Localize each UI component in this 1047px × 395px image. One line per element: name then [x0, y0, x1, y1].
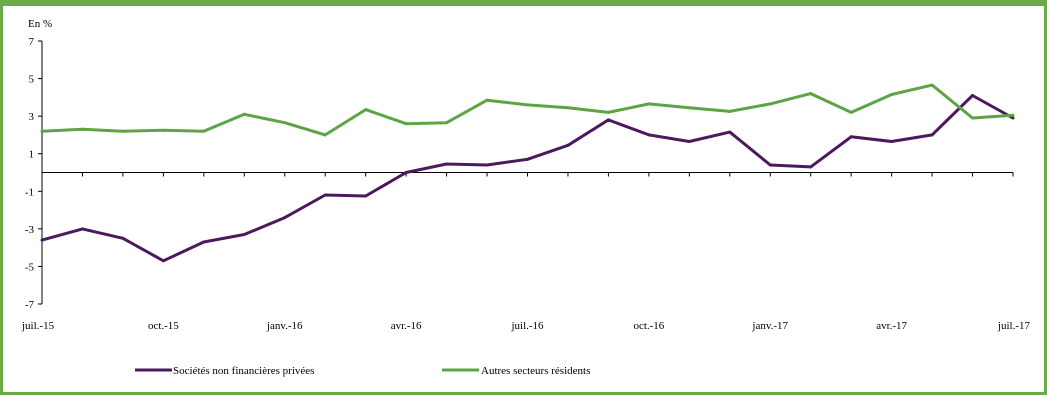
data-point	[849, 135, 853, 139]
series-line-1	[41, 83, 1014, 137]
data-point	[323, 193, 327, 197]
data-point	[768, 163, 772, 167]
data-point	[485, 163, 489, 167]
data-point	[971, 93, 975, 97]
data-point	[849, 110, 853, 114]
y-tick-label: 3	[29, 111, 35, 123]
data-point	[890, 93, 894, 97]
data-point	[809, 165, 813, 169]
data-point	[566, 106, 570, 110]
data-point	[1011, 113, 1015, 117]
data-point	[283, 216, 287, 220]
data-point	[687, 106, 691, 110]
data-point	[404, 122, 408, 126]
data-point	[80, 127, 84, 131]
data-point	[647, 133, 651, 137]
data-point	[364, 108, 368, 112]
data-point	[445, 162, 449, 166]
y-tick-label: 5	[29, 74, 35, 86]
legend-label: Autres secteurs résidents	[481, 365, 590, 377]
y-tick-label: -1	[25, 186, 34, 198]
y-tick-label: 1	[29, 149, 35, 161]
data-point	[768, 102, 772, 106]
data-point	[485, 98, 489, 102]
x-tick-label: oct.-15	[148, 320, 179, 332]
data-point	[930, 133, 934, 137]
legend-label: Sociétés non financières privées	[173, 365, 314, 377]
data-point	[40, 238, 44, 242]
data-point	[728, 130, 732, 134]
data-point	[526, 157, 529, 161]
data-point	[404, 171, 408, 174]
y-tick-label: -3	[25, 224, 35, 236]
x-tick-label: avr.-16	[391, 320, 422, 332]
data-point	[445, 121, 449, 125]
data-point	[687, 140, 691, 144]
data-point	[202, 129, 206, 133]
y-tick-label: -5	[25, 261, 35, 273]
x-tick-label: avr.-17	[876, 320, 907, 332]
y-tick-label: -7	[25, 299, 35, 311]
data-point	[40, 129, 44, 133]
x-tick-label: oct.-16	[633, 320, 664, 332]
data-point	[606, 118, 610, 122]
data-point	[526, 103, 529, 107]
data-point	[161, 128, 165, 132]
x-tick-label: janv.-17	[751, 320, 788, 332]
data-point	[242, 232, 246, 236]
data-point	[890, 140, 894, 144]
data-point	[647, 102, 651, 106]
data-point	[323, 133, 327, 137]
data-point	[930, 83, 934, 87]
data-point	[1011, 116, 1015, 120]
data-point	[242, 112, 246, 116]
data-point	[283, 121, 287, 125]
data-point	[606, 110, 610, 114]
data-point	[566, 143, 570, 147]
x-tick-label: juil.-16	[510, 320, 544, 332]
data-point	[971, 116, 975, 120]
data-point	[202, 240, 206, 244]
data-point	[161, 259, 165, 263]
data-point	[809, 92, 813, 96]
x-tick-label: juil.-17	[997, 320, 1031, 332]
data-point	[364, 194, 368, 198]
y-unit-label: En %	[28, 18, 52, 30]
data-point	[121, 236, 125, 240]
data-point	[80, 227, 84, 231]
series-line-0	[41, 94, 1014, 263]
data-point	[121, 129, 125, 133]
data-point	[728, 109, 732, 113]
x-tick-label: juil.-15	[21, 320, 55, 332]
y-tick-label: 7	[29, 36, 35, 48]
x-tick-label: janv.-16	[266, 320, 303, 332]
